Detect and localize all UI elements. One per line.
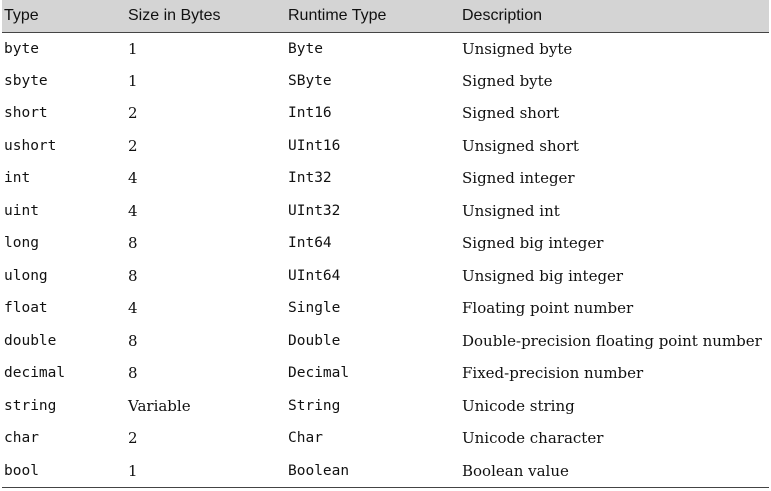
size-cell: 8 <box>128 234 138 253</box>
header-description: Description <box>459 0 769 33</box>
table-row: long 8 Int64 Signed big integer <box>2 227 769 260</box>
description-cell: Fixed-precision number <box>462 364 644 383</box>
runtime-type-cell: UInt32 <box>288 202 341 219</box>
size-cell: 4 <box>128 299 138 318</box>
description-cell: Unsigned big integer <box>462 266 624 285</box>
type-cell: double <box>4 332 57 349</box>
size-cell: 2 <box>128 104 138 123</box>
type-cell: byte <box>4 40 39 57</box>
size-cell: 1 <box>122 454 284 488</box>
type-cell: sbyte <box>4 72 48 89</box>
type-cell: bool <box>2 454 122 488</box>
description-cell: Signed short <box>462 104 560 123</box>
runtime-type-cell: Char <box>288 430 323 447</box>
type-cell: ulong <box>4 267 48 284</box>
description-cell: Unicode character <box>462 429 604 448</box>
table-row: byte 1 Byte Unsigned byte <box>2 32 769 65</box>
description-cell: Unsigned byte <box>462 39 573 58</box>
type-cell: char <box>4 430 39 447</box>
type-cell: float <box>4 300 48 317</box>
table-row: bool 1 Boolean Boolean value <box>2 454 769 488</box>
table-row: decimal 8 Decimal Fixed-precision number <box>2 357 769 390</box>
table-row: ushort 2 UInt16 Unsigned short <box>2 130 769 163</box>
table-row: ulong 8 UInt64 Unsigned big integer <box>2 260 769 293</box>
table-row: double 8 Double Double-precision floating p… <box>2 325 769 358</box>
size-cell: 8 <box>128 266 138 285</box>
table-row: uint 4 UInt32 Unsigned int <box>2 195 769 228</box>
size-cell: 4 <box>128 169 138 188</box>
runtime-type-cell: Single <box>288 300 341 317</box>
table-row: string Variable String Unicode string <box>2 390 769 423</box>
size-cell: 1 <box>128 39 138 58</box>
size-cell: 2 <box>128 429 138 448</box>
table-body: byte 1 Byte Unsigned byte sbyte 1 SByte Signed … <box>2 32 769 488</box>
header-runtime-type: Runtime Type <box>284 0 459 33</box>
size-cell: Variable <box>128 396 191 415</box>
size-cell: 1 <box>128 71 138 90</box>
type-cell: uint <box>4 202 39 219</box>
runtime-type-cell: String <box>288 397 341 414</box>
table-row: sbyte 1 SByte Signed byte <box>2 65 769 98</box>
type-cell: decimal <box>4 365 66 382</box>
description-cell: Double-precision floating point number <box>462 331 762 350</box>
header-row: Type Size in Bytes Runtime Type Descript… <box>2 0 769 33</box>
type-cell: long <box>4 235 39 252</box>
size-cell: 8 <box>128 331 138 350</box>
table-row: int 4 Int32 Signed integer <box>2 162 769 195</box>
runtime-type-cell: SByte <box>288 72 332 89</box>
table-row: float 4 Single Floating point number <box>2 292 769 325</box>
description-cell: Unsigned int <box>462 201 560 220</box>
header-size-in-bytes: Size in Bytes <box>122 0 284 33</box>
runtime-type-cell: Decimal <box>288 365 350 382</box>
table-header: Type Size in Bytes Runtime Type Descript… <box>2 0 769 33</box>
description-cell: Signed integer <box>462 169 575 188</box>
runtime-type-cell: Int16 <box>288 105 332 122</box>
table-row: short 2 Int16 Signed short <box>2 97 769 130</box>
description-cell: Unsigned short <box>462 136 579 155</box>
size-cell: 8 <box>128 364 138 383</box>
description-cell: Floating point number <box>462 299 634 318</box>
runtime-type-cell: Double <box>288 332 341 349</box>
runtime-type-cell: UInt16 <box>288 137 341 154</box>
type-cell: int <box>4 170 31 187</box>
runtime-type-cell: Boolean <box>284 454 459 488</box>
size-cell: 4 <box>128 201 138 220</box>
runtime-type-cell: UInt64 <box>288 267 341 284</box>
description-cell: Boolean value <box>459 454 769 488</box>
runtime-type-cell: Int64 <box>288 235 332 252</box>
table-row: char 2 Char Unicode character <box>2 422 769 455</box>
type-cell: short <box>4 105 48 122</box>
size-cell: 2 <box>128 136 138 155</box>
header-type: Type <box>2 0 122 33</box>
description-cell: Signed big integer <box>462 234 604 253</box>
type-cell: string <box>4 397 57 414</box>
runtime-type-cell: Int32 <box>288 170 332 187</box>
description-cell: Unicode string <box>462 396 575 415</box>
runtime-type-cell: Byte <box>288 40 323 57</box>
type-cell: ushort <box>4 137 57 154</box>
description-cell: Signed byte <box>462 71 553 90</box>
